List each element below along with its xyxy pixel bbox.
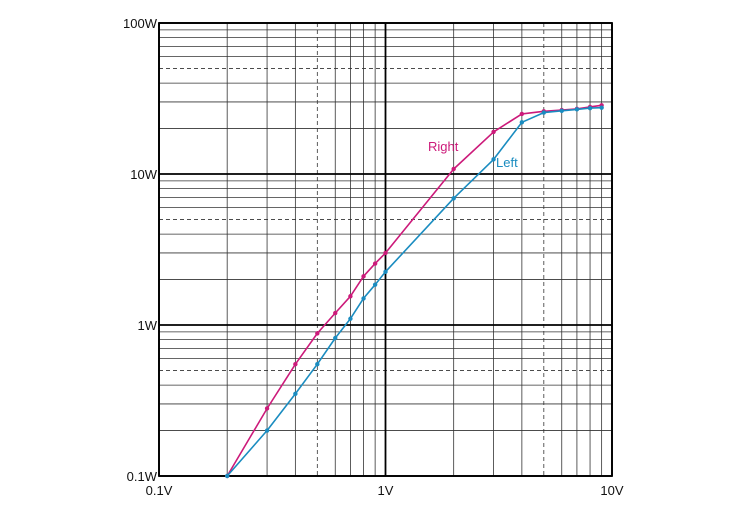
series-label-right: Right: [428, 139, 459, 154]
data-point-left: [383, 269, 388, 275]
data-point-left: [541, 110, 547, 115]
data-point-left: [333, 335, 338, 341]
data-point-right: [333, 310, 338, 316]
tick-labels: 0.1V 1V 10V 0.1W 1W 10W 100W: [123, 16, 624, 498]
x-tick-label: 1V: [378, 483, 394, 498]
data-point-right: [315, 331, 320, 336]
x-tick-label: 0.1V: [146, 483, 173, 498]
data-point-right: [491, 129, 496, 135]
data-point-left: [519, 120, 525, 125]
series-group: [224, 103, 604, 479]
data-point-left: [491, 157, 496, 162]
data-point-right: [264, 406, 270, 411]
series-line-left: [226, 106, 602, 477]
y-tick-label: 10W: [130, 167, 157, 182]
data-point-right: [383, 250, 388, 256]
grid: [158, 22, 613, 477]
data-point-right: [348, 294, 353, 299]
data-point-left: [348, 316, 353, 321]
y-tick-label: 1W: [138, 318, 158, 333]
series-line-right: [226, 104, 602, 477]
data-point-left: [315, 362, 320, 367]
data-point-left: [361, 296, 366, 301]
data-point-left: [372, 282, 378, 287]
data-point-right: [293, 362, 298, 367]
series-label-left: Left: [496, 155, 518, 170]
x-tick-label: 10V: [600, 483, 623, 498]
data-point-right: [451, 166, 456, 172]
data-point-left: [264, 428, 270, 433]
data-point-right: [361, 274, 366, 279]
y-tick-label: 100W: [123, 16, 158, 31]
data-point-left: [451, 196, 456, 201]
data-point-left: [224, 473, 230, 479]
y-tick-label: 0.1W: [127, 469, 158, 484]
data-point-left: [574, 107, 580, 112]
plot-frame: [158, 22, 613, 477]
data-point-right: [519, 111, 525, 117]
data-point-right: [372, 261, 378, 266]
data-point-left: [587, 105, 593, 111]
data-point-left: [293, 391, 298, 397]
data-point-left: [599, 105, 604, 110]
data-point-left: [559, 108, 564, 114]
